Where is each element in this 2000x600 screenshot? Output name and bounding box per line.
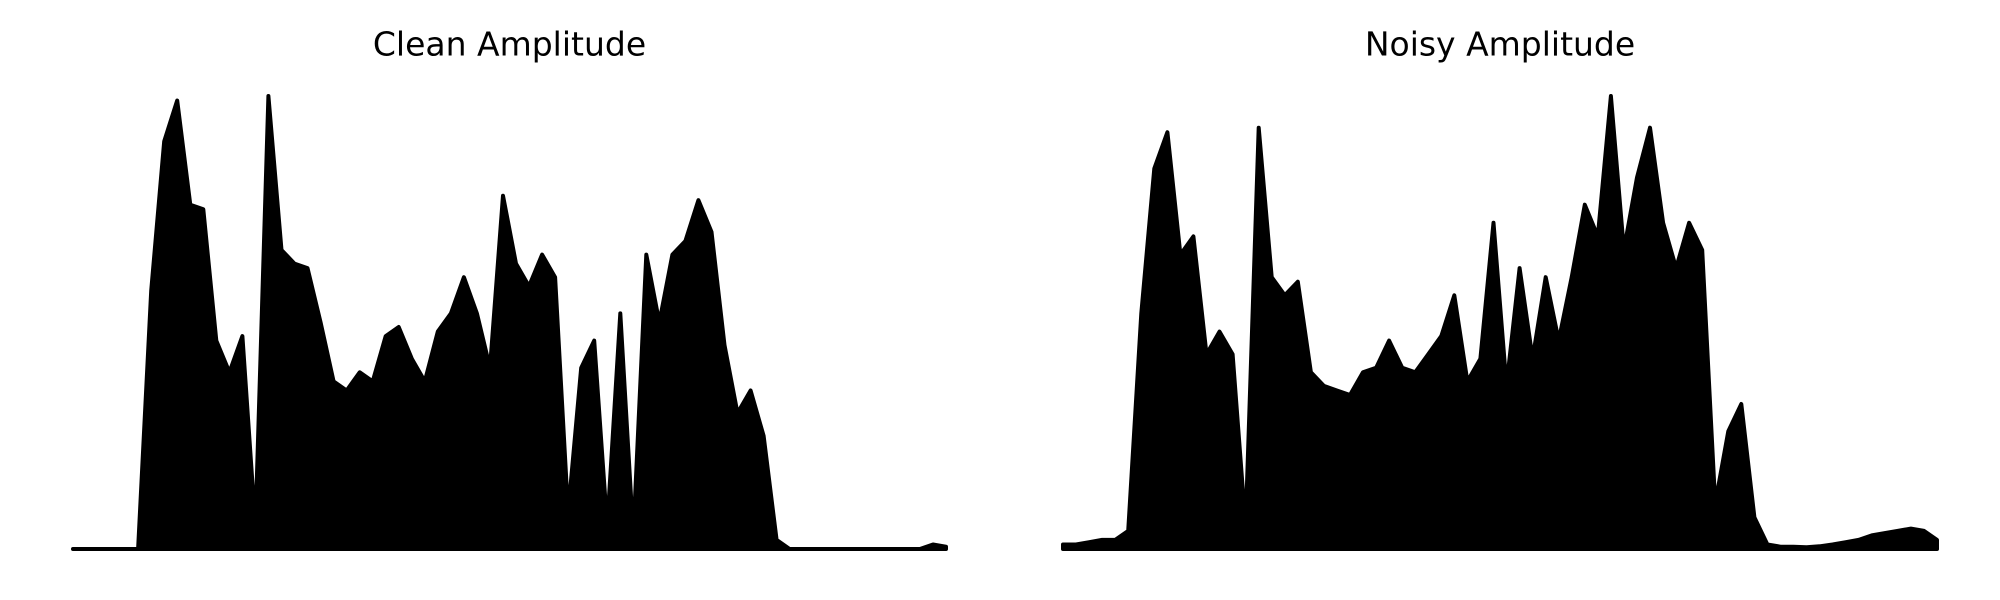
- chart-title: Noisy Amplitude: [1365, 25, 1635, 64]
- amplitude-area: [71, 94, 948, 551]
- chart-title: Clean Amplitude: [373, 25, 646, 64]
- amplitude-area: [1061, 94, 1939, 551]
